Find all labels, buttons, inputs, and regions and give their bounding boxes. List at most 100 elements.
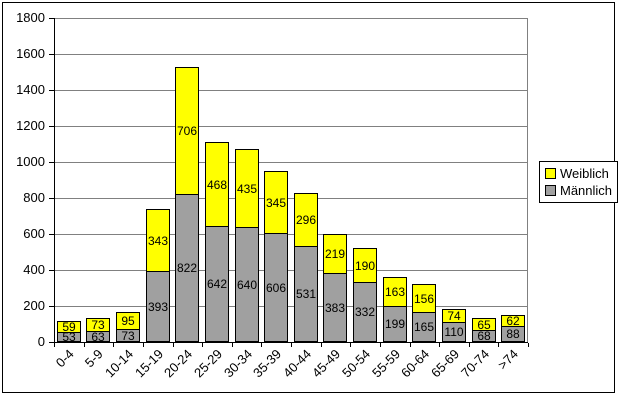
x-axis-label-anchor: 50-54	[339, 346, 373, 380]
bar-value-label-weiblich: 343	[147, 233, 169, 248]
bar-value-label-weiblich: 62	[506, 314, 520, 328]
plot-area: 53 59 63 73 73 95 393 343 822 706 642 468 640 435 606 3…	[49, 18, 529, 380]
bar-segment-maennlich-40-44: 531	[294, 246, 318, 342]
y-axis-tick	[49, 198, 54, 199]
bar-value-label-maennlich: 68	[477, 329, 491, 343]
bar-segment-weiblich->74: 62	[501, 314, 525, 328]
bar-value-label-weiblich: 219	[324, 247, 346, 261]
y-axis-tick-label: 0	[37, 334, 45, 349]
bar-value-label-weiblich: 59	[62, 320, 76, 334]
x-axis-label-anchor: 10-14	[102, 346, 136, 380]
bar-segment-maennlich-35-39: 606	[264, 233, 288, 342]
y-axis-tick-label: 400	[23, 262, 45, 277]
bar-value-label-maennlich: 640	[236, 277, 258, 292]
bar-segment-weiblich-10-14: 95	[116, 312, 140, 329]
bar-segment-weiblich-20-24: 706	[175, 67, 199, 194]
bar-segment-maennlich-50-54: 332	[353, 282, 377, 342]
y-axis-tick	[49, 54, 54, 55]
bar-segment-weiblich-5-9: 73	[86, 318, 110, 331]
gridline-1400	[54, 90, 528, 91]
bar-segment-maennlich-70-74: 68	[472, 330, 496, 342]
legend-label-maennlich: Männlich	[560, 183, 613, 198]
x-axis-label-anchor: 45-49	[309, 346, 343, 380]
x-axis-tick	[54, 343, 55, 347]
bar-value-label-weiblich: 468	[206, 177, 228, 192]
bar-segment-maennlich-25-29: 642	[205, 226, 229, 342]
y-axis-tick-label: 800	[23, 190, 45, 205]
bar-value-label-maennlich: 606	[265, 280, 287, 295]
legend-item-maennlich: Männlich	[545, 182, 612, 199]
x-axis-label-anchor: 25-29	[191, 346, 225, 380]
x-axis-label-anchor: 55-59	[369, 346, 403, 380]
bar-value-label-maennlich: 383	[324, 300, 346, 315]
bar-value-label-weiblich: 706	[176, 124, 198, 138]
bar-value-label-weiblich: 163	[384, 285, 406, 299]
y-axis-tick	[49, 306, 54, 307]
x-axis-tick	[469, 343, 470, 347]
bar-segment-weiblich-40-44: 296	[294, 193, 318, 246]
x-axis-tick	[173, 343, 174, 347]
x-axis-tick	[528, 343, 529, 347]
x-axis-tick	[439, 343, 440, 347]
bar-segment-maennlich-30-34: 640	[235, 227, 259, 342]
bar-segment-weiblich-30-34: 435	[235, 149, 259, 227]
x-axis-tick	[498, 343, 499, 347]
bar-segment-weiblich-70-74: 65	[472, 318, 496, 331]
bar-value-label-maennlich: 53	[62, 330, 76, 344]
x-axis-tick	[232, 343, 233, 347]
bar-segment-maennlich-20-24: 822	[175, 194, 199, 342]
bar-value-label-maennlich: 73	[121, 328, 135, 343]
weiblich-swatch-icon	[545, 168, 556, 179]
x-axis-tick	[261, 343, 262, 347]
y-axis-tick	[49, 270, 54, 271]
y-axis-tick	[49, 90, 54, 91]
bar-segment-maennlich-0-4: 53	[57, 330, 81, 344]
bar-segment-maennlich-65-69: 110	[442, 322, 466, 342]
y-axis-tick	[49, 342, 54, 343]
x-axis-label-anchor: 65-69	[428, 346, 462, 380]
gridline-1600	[54, 54, 528, 55]
bar-value-label-weiblich: 73	[91, 318, 105, 332]
bar-segment-weiblich-65-69: 74	[442, 309, 466, 322]
y-axis-tick	[49, 162, 54, 163]
x-axis-tick	[84, 343, 85, 347]
bar-value-label-maennlich: 642	[206, 277, 228, 291]
gridline-200	[54, 306, 528, 307]
x-axis-label-anchor: 5-9	[82, 346, 106, 370]
bar-value-label-weiblich: 190	[354, 258, 376, 273]
plot-border-right	[527, 18, 528, 342]
bar-value-label-maennlich: 531	[295, 287, 317, 301]
bar-value-label-weiblich: 296	[295, 213, 317, 227]
gridline-1800	[54, 18, 528, 19]
bar-segment-weiblich-55-59: 163	[383, 277, 407, 306]
bar-value-label-weiblich: 74	[447, 309, 461, 323]
bar-value-label-maennlich: 822	[176, 261, 198, 275]
x-axis-label-anchor: >74	[495, 346, 521, 372]
bar-segment-maennlich->74: 88	[501, 326, 525, 342]
y-axis-line	[54, 18, 55, 343]
bar-segment-weiblich-25-29: 468	[205, 142, 229, 226]
bar-segment-maennlich-45-49: 383	[323, 273, 347, 342]
gridline-1200	[54, 126, 528, 127]
x-axis-tick	[350, 343, 351, 347]
y-axis-tick	[49, 18, 54, 19]
bar-segment-maennlich-10-14: 73	[116, 329, 140, 342]
gridline-1000	[54, 162, 528, 163]
bar-value-label-maennlich: 165	[413, 320, 435, 334]
bar-segment-maennlich-5-9: 63	[86, 331, 110, 343]
gridline-600	[54, 234, 528, 235]
bar-segment-weiblich-60-64: 156	[412, 284, 436, 312]
bar-value-label-maennlich: 110	[444, 325, 464, 339]
legend-item-weiblich: Weiblich	[545, 165, 612, 182]
y-axis-tick-label: 1400	[16, 82, 45, 97]
x-axis-label-anchor: 70-74	[458, 346, 492, 380]
bar-segment-maennlich-60-64: 165	[412, 312, 436, 342]
x-axis-label-anchor: 40-44	[280, 346, 314, 380]
x-axis-tick	[321, 343, 322, 347]
bar-segment-weiblich-35-39: 345	[264, 171, 288, 233]
x-axis-tick	[202, 343, 203, 347]
bar-value-label-weiblich: 345	[265, 195, 287, 210]
bar-segment-maennlich-15-19: 393	[146, 271, 170, 342]
x-axis-label-anchor: 35-39	[250, 346, 284, 380]
